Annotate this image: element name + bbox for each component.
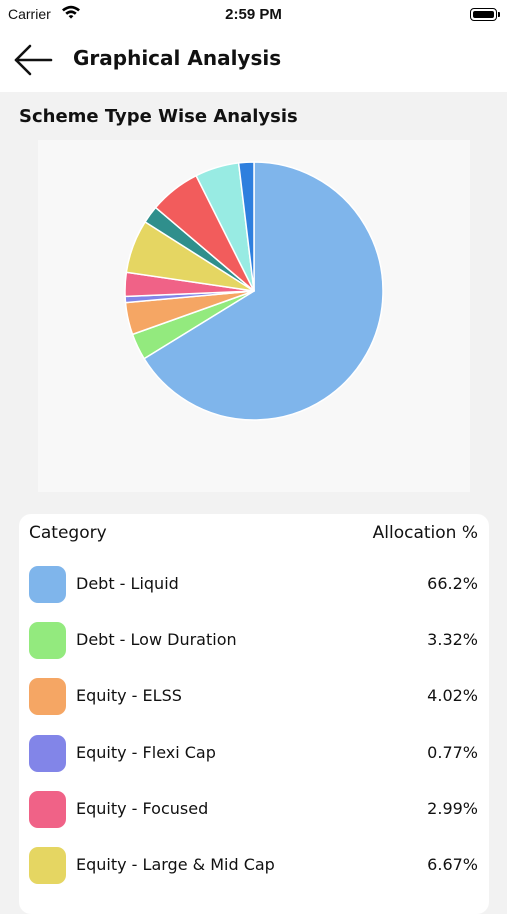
- color-swatch: [29, 622, 66, 660]
- color-swatch: [29, 678, 66, 716]
- table-row: Equity - Large & Mid Cap 6.67%: [19, 837, 489, 893]
- color-swatch: [29, 734, 66, 772]
- allocation-value: 3.32%: [427, 630, 478, 650]
- section-title: Scheme Type Wise Analysis: [19, 106, 298, 127]
- allocation-value: 4.02%: [427, 686, 478, 706]
- category-label: Equity - Focused: [76, 798, 209, 818]
- battery-icon: [470, 8, 497, 21]
- carrier-label: Carrier: [8, 6, 51, 22]
- battery-tip: [498, 12, 500, 17]
- table-row: Debt - Liquid 66.2%: [19, 556, 489, 612]
- allocation-table: Category Allocation % Debt - Liquid 66.2…: [19, 514, 489, 914]
- page-title: Graphical Analysis: [73, 46, 282, 70]
- category-header: Category: [29, 523, 107, 543]
- table-row: Equity - ELSS 4.02%: [19, 668, 489, 724]
- category-label: Equity - Large & Mid Cap: [76, 854, 275, 874]
- category-label: Equity - ELSS: [76, 686, 182, 706]
- status-bar: Carrier 2:59 PM: [0, 0, 507, 30]
- pie-chart: [124, 161, 384, 421]
- arrow-left-icon: [14, 44, 53, 76]
- nav-bar: Graphical Analysis: [0, 30, 507, 92]
- color-swatch: [29, 790, 66, 828]
- table-rows: Debt - Liquid 66.2% Debt - Low Duration …: [19, 556, 489, 893]
- table-header: Category Allocation %: [19, 514, 489, 554]
- table-row: Equity - Flexi Cap 0.77%: [19, 725, 489, 781]
- back-button[interactable]: [10, 42, 56, 78]
- table-row: Equity - Focused 2.99%: [19, 781, 489, 837]
- category-label: Equity - Flexi Cap: [76, 742, 216, 762]
- color-swatch: [29, 846, 66, 884]
- allocation-value: 2.99%: [427, 798, 478, 818]
- color-swatch: [29, 566, 66, 603]
- pie-chart-card: [38, 140, 470, 492]
- category-label: Debt - Liquid: [76, 574, 179, 593]
- allocation-value: 0.77%: [427, 742, 478, 762]
- category-label: Debt - Low Duration: [76, 630, 237, 650]
- allocation-value: 6.67%: [427, 854, 478, 874]
- table-row: Debt - Low Duration 3.32%: [19, 612, 489, 668]
- allocation-value: 66.2%: [427, 574, 478, 593]
- pie-slice: [143, 161, 384, 421]
- allocation-header: Allocation %: [372, 523, 478, 543]
- clock-time: 2:59 PM: [225, 6, 282, 23]
- wifi-icon: [61, 4, 81, 25]
- pie-slice: [237, 161, 255, 292]
